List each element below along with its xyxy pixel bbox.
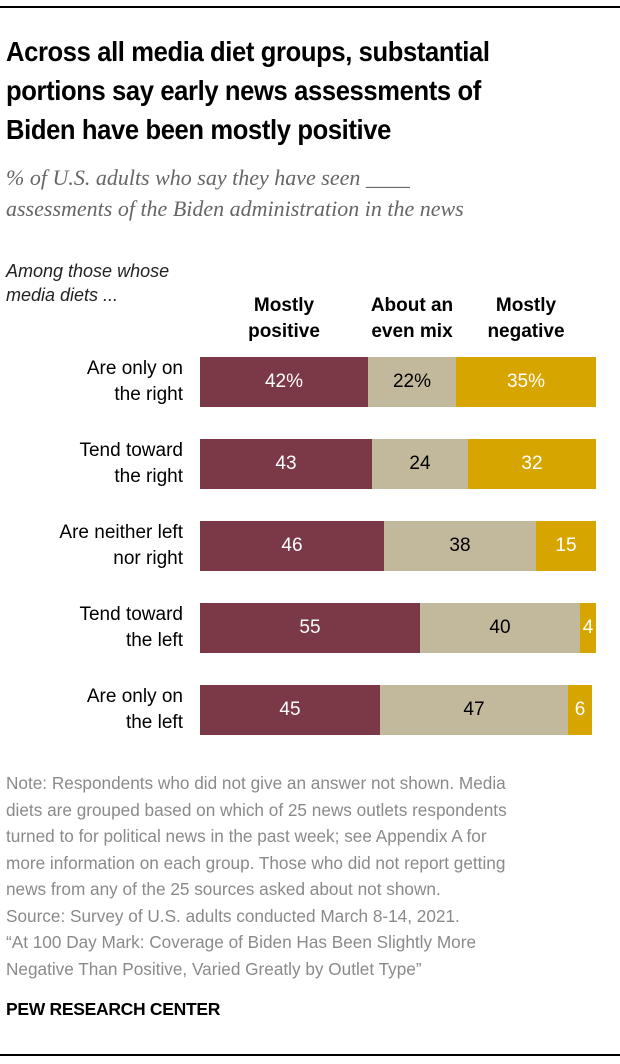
bar-segment-mostly-positive: 43 (200, 439, 372, 489)
bar-segment-mostly-negative: 15 (536, 521, 596, 571)
title-line: Biden have been mostly positive (6, 114, 392, 145)
title-line: Across all media diet groups, substantia… (6, 36, 490, 67)
source-line: Source: Survey of U.S. adults conducted … (6, 905, 460, 926)
footnote: Note: Respondents who did not give an an… (6, 770, 616, 982)
bottom-rule (0, 1054, 620, 1056)
bar-segment-mostly-negative: 32 (468, 439, 596, 489)
category-label-line: the left (125, 630, 183, 651)
column-header-line: Mostly (253, 295, 315, 316)
bar-segment-mostly-positive: 45 (200, 685, 380, 735)
top-rule (0, 6, 620, 8)
column-header-mostly-negative: Mostly negative (487, 293, 564, 345)
data-label: 22% (392, 371, 432, 392)
bar-segment-mostly-positive: 55 (200, 603, 420, 653)
data-label: 45 (279, 699, 301, 720)
data-label: 6 (574, 699, 586, 720)
column-header-mostly-positive: Mostly positive (248, 293, 320, 345)
subtitle-line: assessments of the Biden administration … (6, 196, 464, 221)
bar-segment-about-an-even-mix: 24 (372, 439, 468, 489)
column-header-line: positive (248, 321, 320, 342)
bar-segment-mostly-negative: 35% (456, 357, 596, 407)
title-line: portions say early news assessments of (6, 75, 481, 106)
bar-segment-mostly-negative: 4 (580, 603, 596, 653)
category-label-line: Are neither left (59, 522, 183, 543)
note-line: turned to for political news in the past… (6, 826, 487, 846)
column-header-about-an-even-mix: About an even mix (371, 293, 453, 345)
category-label: Tend toward the right (79, 438, 183, 490)
bar-segment-about-an-even-mix: 47 (380, 685, 568, 735)
note-line: news from any of the 25 sources asked ab… (6, 879, 441, 899)
chart-title: Across all media diet groups, substantia… (6, 32, 575, 149)
category-label-line: nor right (113, 548, 183, 569)
category-label-line: the right (114, 384, 183, 405)
data-label: 38 (449, 535, 471, 556)
chart-subtitle: % of U.S. adults who say they have seen … (6, 162, 464, 224)
data-label: 40 (489, 617, 511, 638)
category-label-line: Tend toward (79, 440, 183, 461)
bar-segment-mostly-positive: 46 (200, 521, 384, 571)
data-label: 35% (506, 371, 546, 392)
bar-segment-mostly-negative: 6 (568, 685, 592, 735)
row-header-line: media diets ... (6, 285, 119, 305)
report-title-line: Negative Than Positive, Varied Greatly b… (6, 958, 422, 979)
column-header-line: Mostly (495, 295, 557, 316)
row-header: Among those whose media diets ... (6, 259, 169, 307)
category-label-line: the right (114, 466, 183, 487)
column-header-line: negative (487, 321, 565, 342)
bar-segment-about-an-even-mix: 22% (368, 357, 456, 407)
data-label: 32 (521, 453, 543, 474)
data-label: 15 (555, 535, 577, 556)
category-label: Are only on the left (87, 684, 183, 736)
bar-segment-about-an-even-mix: 40 (420, 603, 580, 653)
category-label: Are only on the right (87, 356, 183, 408)
note-line: Note: Respondents who did not give an an… (6, 773, 506, 793)
data-label: 46 (281, 535, 303, 556)
category-label: Tend toward the left (79, 602, 183, 654)
category-label-line: Are only on (86, 686, 183, 707)
data-label: 55 (299, 617, 321, 638)
category-label-line: the left (125, 712, 183, 733)
column-header-line: even mix (371, 321, 453, 342)
column-header-line: About an (370, 295, 454, 316)
data-label: 24 (409, 453, 431, 474)
category-label-line: Tend toward (79, 604, 183, 625)
note-line: more information on each group. Those wh… (6, 852, 506, 873)
data-label: 4 (582, 617, 594, 638)
report-title-line: “At 100 Day Mark: Coverage of Biden Has … (6, 932, 477, 952)
row-header-line: Among those whose (6, 261, 170, 281)
data-label: 42% (264, 371, 304, 392)
category-label-line: Are only on (86, 358, 183, 379)
subtitle-line: % of U.S. adults who say they have seen … (6, 165, 410, 190)
data-label: 43 (275, 453, 297, 474)
category-label: Are neither left nor right (59, 520, 183, 572)
pew-research-center-logo: PEW RESEARCH CENTER (6, 999, 221, 1019)
bar-segment-about-an-even-mix: 38 (384, 521, 536, 571)
note-line: diets are grouped based on which of 25 n… (6, 799, 507, 820)
bar-segment-mostly-positive: 42% (200, 357, 368, 407)
data-label: 47 (463, 699, 485, 720)
